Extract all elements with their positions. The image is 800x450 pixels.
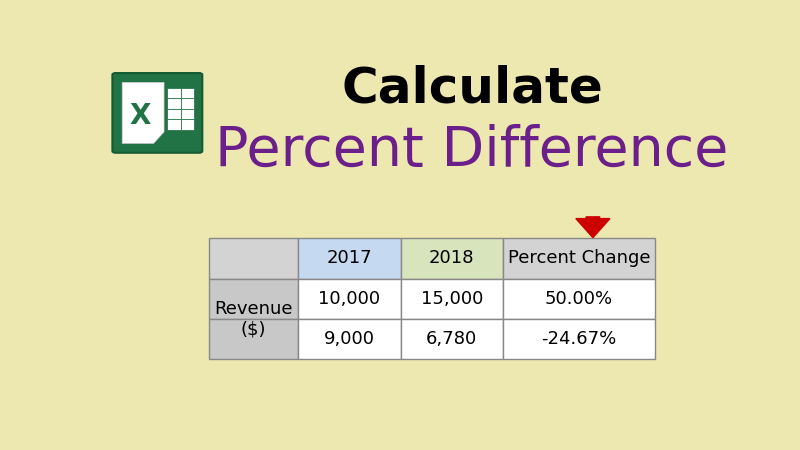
Bar [401,238,503,279]
Polygon shape [122,82,164,144]
Text: 2018: 2018 [429,249,474,267]
Bar [209,238,298,279]
Bar [503,279,655,319]
Bar [401,279,503,319]
Bar [181,98,194,109]
Bar [298,319,401,359]
Bar [209,319,298,359]
Bar [181,109,194,119]
Bar [181,88,194,98]
Bar [298,238,401,279]
Text: 9,000: 9,000 [324,330,375,348]
Text: 50.00%: 50.00% [545,290,613,308]
Bar [209,279,298,319]
Bar [298,279,401,319]
Bar [503,238,655,279]
Text: 15,000: 15,000 [421,290,483,308]
Text: 6,780: 6,780 [426,330,478,348]
FancyBboxPatch shape [112,73,202,153]
Bar [167,109,181,119]
Text: Percent Difference: Percent Difference [215,124,729,178]
Bar [181,119,194,130]
Text: Revenue
($): Revenue ($) [214,300,293,338]
Bar [167,119,181,130]
Text: Calculate: Calculate [341,65,603,112]
Text: Percent Change: Percent Change [508,249,650,267]
Text: 2017: 2017 [326,249,372,267]
Bar [167,98,181,109]
Text: 10,000: 10,000 [318,290,381,308]
Bar [167,88,181,98]
Text: -24.67%: -24.67% [542,330,617,348]
FancyArrow shape [576,217,610,238]
Text: X: X [129,102,150,130]
Bar [401,319,503,359]
Bar [503,319,655,359]
